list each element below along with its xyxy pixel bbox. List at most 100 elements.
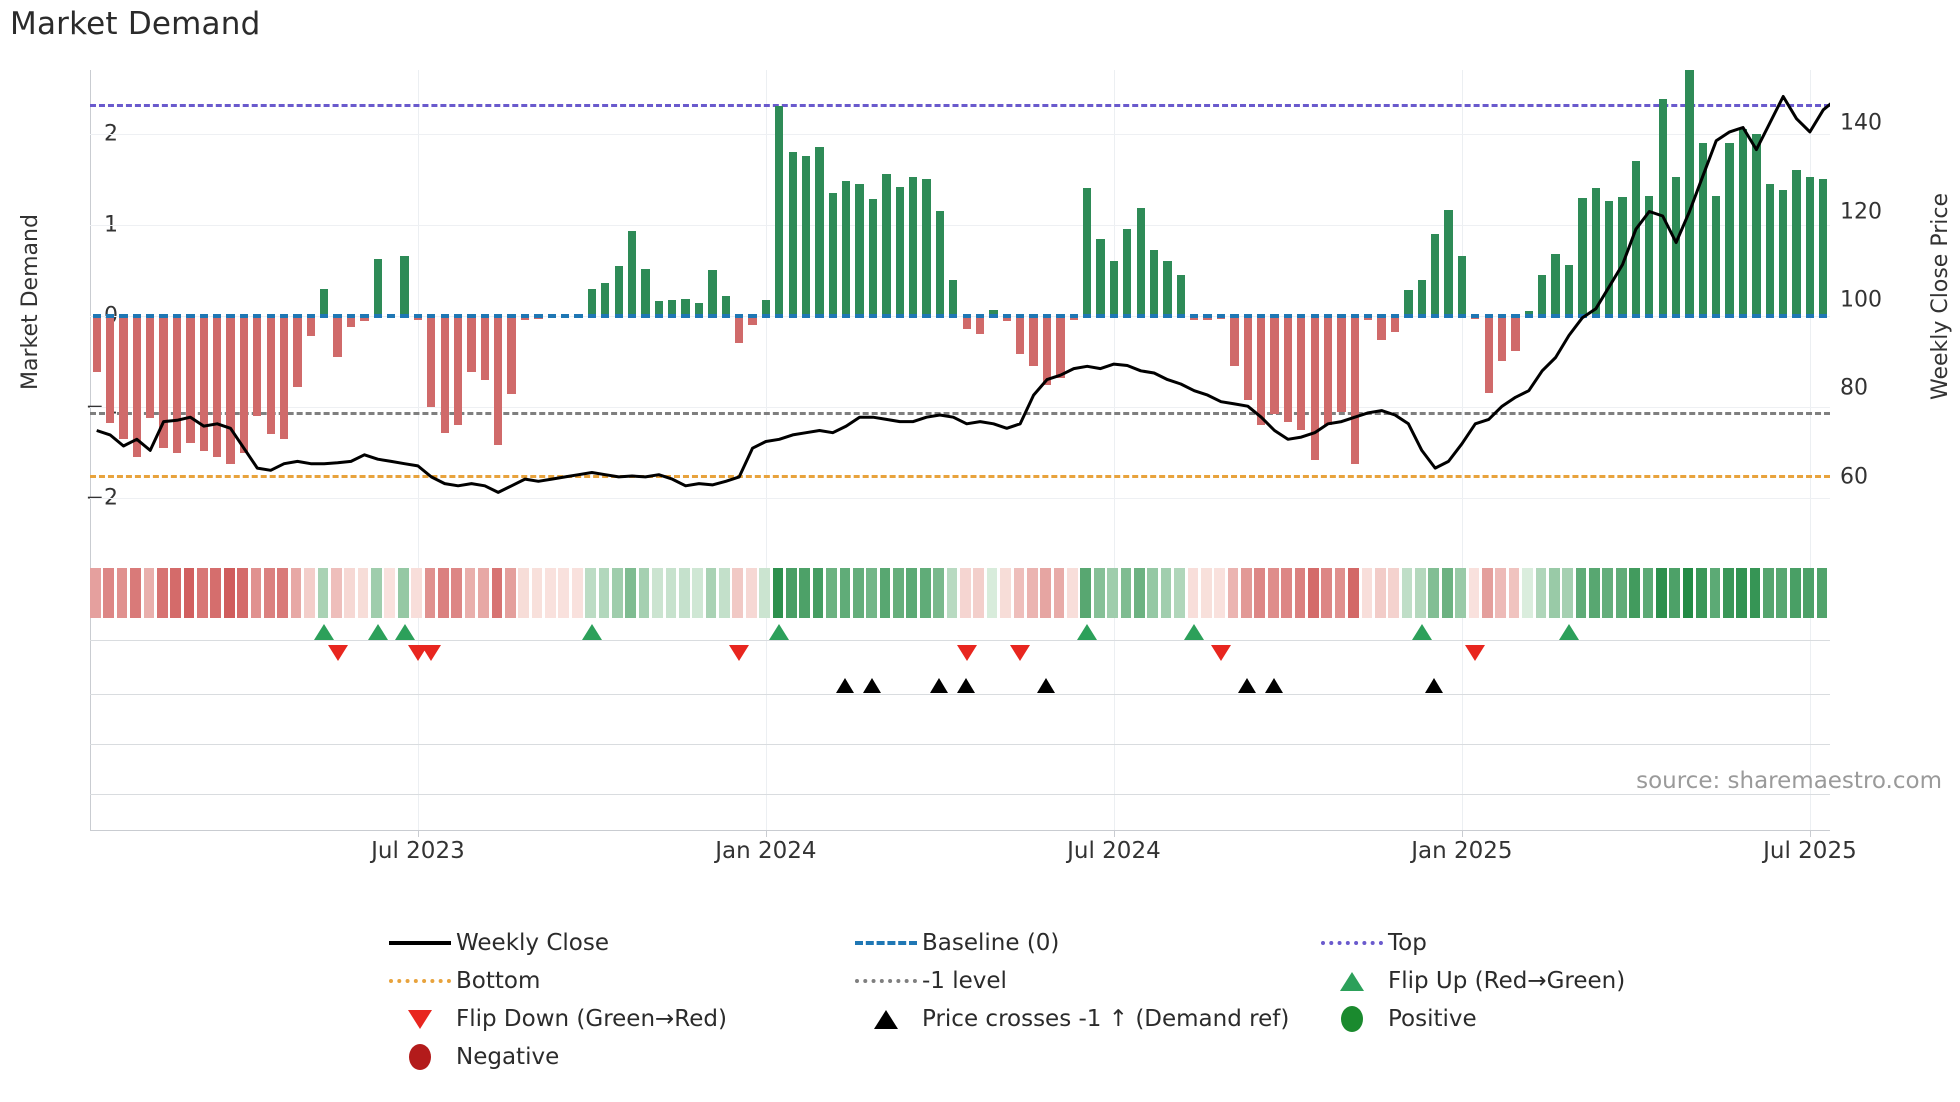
- legend-item-positive[interactable]: Positive: [1316, 1004, 1782, 1034]
- demand-bar: [373, 259, 382, 316]
- strip-cell: [250, 568, 262, 618]
- baseline-segment: [132, 313, 141, 318]
- legend-item-1-level[interactable]: -1 level: [850, 966, 1316, 996]
- baseline-segment: [534, 313, 543, 318]
- legend-item-top[interactable]: Top: [1316, 928, 1782, 958]
- strip-cell: [826, 568, 837, 618]
- right-tick-label: 80: [1840, 375, 1868, 401]
- baseline-segment: [989, 313, 998, 318]
- baseline-segment: [1698, 313, 1707, 318]
- legend-item-flip-up-red-green[interactable]: Flip Up (Red→Green): [1316, 966, 1782, 996]
- strip-cell: [1615, 568, 1627, 618]
- price-cross-marker: [956, 678, 975, 693]
- strip-cell: [1026, 568, 1038, 618]
- demand-bar: [1698, 142, 1707, 316]
- legend-item-flip-down-green-red[interactable]: Flip Down (Green→Red): [384, 1004, 850, 1034]
- baseline-segment: [1216, 313, 1226, 318]
- demand-bar: [855, 183, 864, 316]
- triangle-down-red-glyph: [408, 1009, 432, 1029]
- strip-cell: [906, 568, 918, 618]
- demand-bar: [1016, 315, 1025, 355]
- legend-item-weekly-close[interactable]: Weekly Close: [384, 928, 850, 958]
- baseline-segment: [360, 313, 369, 318]
- legend-item-negative[interactable]: Negative: [384, 1042, 850, 1072]
- demand-bar: [1002, 315, 1011, 322]
- baseline-segment: [440, 313, 449, 318]
- baseline-segment: [1524, 313, 1533, 318]
- chart-legend: Weekly Close Baseline (0) Top Bottom -1 leve…: [384, 924, 1784, 1076]
- circle-green-glyph: [1341, 1006, 1363, 1032]
- strip-cell: [103, 568, 115, 618]
- strip-cell: [946, 568, 958, 618]
- x-tick-mark: [765, 830, 767, 837]
- legend-label: Price crosses -1 ↑ (Demand ref): [922, 1006, 1290, 1032]
- baseline-segment: [1083, 313, 1092, 318]
- strip-cell: [1107, 568, 1118, 618]
- strip-cell: [1227, 568, 1239, 618]
- legend-item-baseline-0[interactable]: Baseline (0): [850, 928, 1316, 958]
- flip-down-marker: [1211, 645, 1231, 661]
- baseline-segment: [855, 313, 864, 318]
- flip-up-marker: [1411, 624, 1432, 640]
- demand-bar: [507, 315, 516, 395]
- baseline-segment: [1471, 313, 1480, 318]
- dotted-line-gray-icon: [850, 966, 922, 996]
- gridline: [90, 498, 1830, 500]
- price-cross-marker: [1037, 678, 1055, 693]
- strip-cell: [1495, 568, 1507, 618]
- baseline-segment: [1765, 313, 1774, 318]
- baseline-segment: [1323, 313, 1333, 318]
- demand-bar: [1243, 315, 1252, 400]
- demand-bar: [842, 181, 851, 316]
- flip-up-marker: [367, 624, 388, 640]
- baseline-segment: [1631, 313, 1641, 318]
- baseline-segment: [909, 313, 918, 318]
- strip-cell: [1267, 568, 1279, 618]
- baseline-segment: [748, 313, 757, 318]
- strip-cell: [357, 568, 369, 618]
- page-title: Market Demand: [10, 6, 261, 42]
- baseline-segment: [587, 313, 597, 318]
- baseline-segment: [601, 313, 610, 318]
- legend-item-bottom[interactable]: Bottom: [384, 966, 850, 996]
- flip-up-marker: [1184, 624, 1205, 640]
- baseline-segment: [1564, 313, 1574, 318]
- source-credit: source: sharemaestro.com: [1636, 768, 1942, 794]
- legend-item-price-crosses-1-demand-ref[interactable]: Price crosses -1 ↑ (Demand ref): [850, 1004, 1316, 1034]
- demand-bar: [1524, 311, 1533, 316]
- baseline-segment: [213, 313, 222, 318]
- demand-bar: [1538, 274, 1547, 316]
- strip-cell: [625, 568, 637, 618]
- demand-bar: [320, 288, 329, 316]
- baseline-segment: [467, 313, 476, 318]
- baseline-segment: [1390, 313, 1400, 318]
- x-tick-label: Jan 2025: [1411, 838, 1513, 864]
- strip-cell: [933, 568, 944, 618]
- reference-line-1-level: [90, 411, 1830, 415]
- demand-bar: [1712, 195, 1721, 316]
- baseline-segment: [1016, 313, 1025, 318]
- strip-cell: [919, 568, 931, 618]
- baseline-segment: [949, 313, 958, 318]
- demand-bar: [186, 315, 195, 444]
- baseline-segment: [1752, 313, 1761, 318]
- strip-cell: [156, 568, 168, 618]
- weekly-close-line: [96, 95, 1830, 494]
- baseline-segment: [1551, 313, 1560, 318]
- baseline-segment: [1645, 313, 1654, 318]
- baseline-segment: [1123, 313, 1132, 318]
- baseline-segment: [1176, 313, 1185, 318]
- demand-bar: [1497, 315, 1507, 362]
- strip-cell: [1200, 568, 1212, 618]
- strip-cell: [866, 568, 877, 618]
- strip-cell: [732, 568, 744, 618]
- baseline-segment: [1190, 313, 1199, 318]
- baseline-segment: [1457, 313, 1467, 318]
- baseline-segment: [1350, 313, 1359, 318]
- baseline-segment: [654, 313, 663, 318]
- baseline-segment: [1270, 313, 1279, 318]
- demand-bar: [1605, 201, 1614, 316]
- strip-cell: [1160, 568, 1172, 618]
- strip-cell: [852, 568, 864, 618]
- dotted-line-purple-icon: [1316, 928, 1388, 958]
